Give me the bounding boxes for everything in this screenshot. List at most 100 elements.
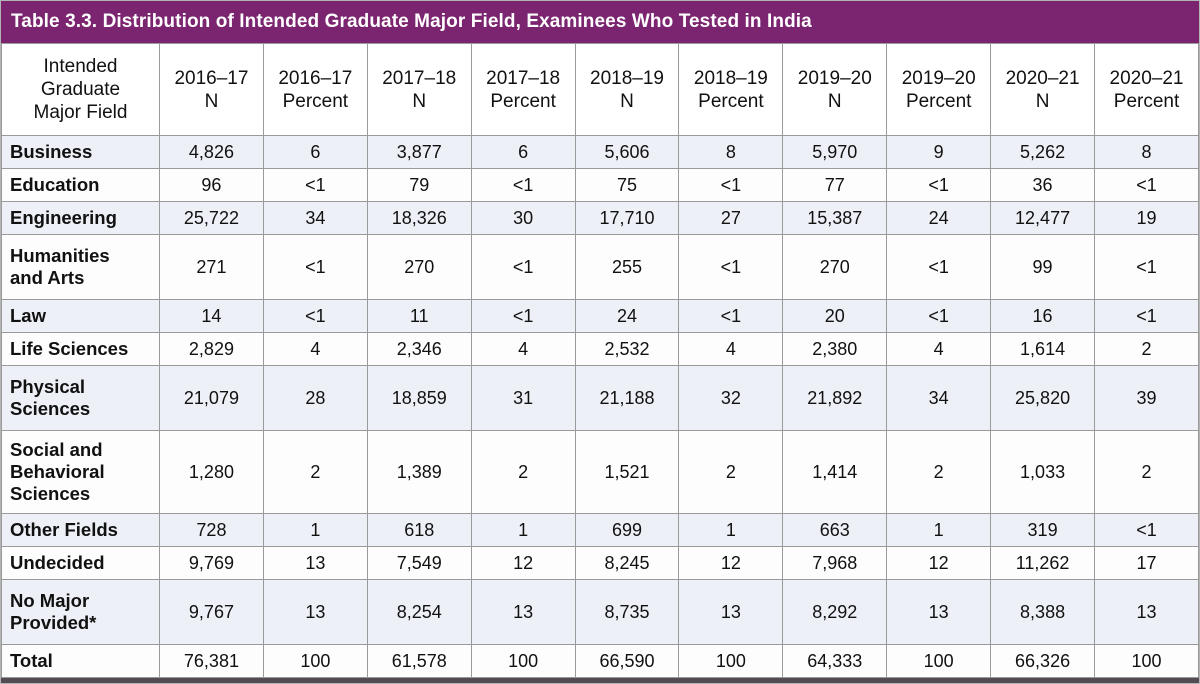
data-cell: <1 bbox=[262, 299, 368, 333]
data-cell: 8,735 bbox=[574, 579, 680, 645]
header-row: Intended Graduate Major Field 2016–17 N 20… bbox=[1, 43, 1199, 136]
table-title: Table 3.3. Distribution of Intended Grad… bbox=[11, 11, 812, 32]
data-cell: 39 bbox=[1094, 365, 1199, 431]
col-header: 2018–19 N bbox=[574, 43, 680, 136]
table-body: Business 4,826 6 3,877 6 5,606 8 5,970 9 5,262 8 Ed… bbox=[1, 135, 1199, 678]
data-cell: 2,380 bbox=[782, 332, 888, 366]
table-row: Law 14 <1 11 <1 24 <1 20 <1 16 <1 bbox=[1, 299, 1199, 333]
data-cell: 13 bbox=[262, 546, 368, 580]
data-cell: 8,245 bbox=[574, 546, 680, 580]
data-cell: 19 bbox=[1094, 201, 1199, 235]
data-cell: 4 bbox=[678, 332, 784, 366]
row-label: Engineering bbox=[1, 201, 160, 235]
data-cell: 34 bbox=[886, 365, 992, 431]
data-cell: 5,606 bbox=[574, 135, 680, 169]
data-cell: 1 bbox=[470, 513, 576, 547]
data-table: Intended Graduate Major Field 2016–17 N 20… bbox=[1, 43, 1199, 678]
data-cell: 1,280 bbox=[159, 430, 264, 514]
data-cell: <1 bbox=[1094, 168, 1199, 202]
data-cell: 1,389 bbox=[366, 430, 472, 514]
data-cell: 2 bbox=[1094, 332, 1199, 366]
data-cell: 100 bbox=[1094, 644, 1199, 678]
table-row: Business 4,826 6 3,877 6 5,606 8 5,970 9 5,262 8 bbox=[1, 135, 1199, 169]
table-row: No Major Provided* 9,767 13 8,254 13 8,735 13 8… bbox=[1, 579, 1199, 645]
data-cell: 18,326 bbox=[366, 201, 472, 235]
data-cell: <1 bbox=[262, 234, 368, 300]
data-cell: 99 bbox=[990, 234, 1096, 300]
data-cell: 7,549 bbox=[366, 546, 472, 580]
data-cell: 7,968 bbox=[782, 546, 888, 580]
data-cell: 2,829 bbox=[159, 332, 264, 366]
row-label: Humanities and Arts bbox=[1, 234, 160, 300]
data-cell: 1,521 bbox=[574, 430, 680, 514]
data-cell: 11 bbox=[366, 299, 472, 333]
data-cell: 66,590 bbox=[574, 644, 680, 678]
data-cell: <1 bbox=[470, 299, 576, 333]
table-row: Life Sciences 2,829 4 2,346 4 2,532 4 2,380 4 1,6… bbox=[1, 332, 1199, 366]
data-cell: 9,769 bbox=[159, 546, 264, 580]
bottom-rule bbox=[1, 678, 1199, 683]
data-cell: 2 bbox=[470, 430, 576, 514]
data-cell: 8,292 bbox=[782, 579, 888, 645]
row-label: No Major Provided* bbox=[1, 579, 160, 645]
data-cell: 728 bbox=[159, 513, 264, 547]
data-cell: 663 bbox=[782, 513, 888, 547]
data-cell: 2,346 bbox=[366, 332, 472, 366]
data-cell: 5,262 bbox=[990, 135, 1096, 169]
data-cell: <1 bbox=[1094, 299, 1199, 333]
data-cell: 1 bbox=[886, 513, 992, 547]
data-cell: 17 bbox=[1094, 546, 1199, 580]
data-cell: 4,826 bbox=[159, 135, 264, 169]
table-row: Undecided 9,769 13 7,549 12 8,245 12 7,968 12 11,… bbox=[1, 546, 1199, 580]
data-cell: 28 bbox=[262, 365, 368, 431]
data-cell: 9 bbox=[886, 135, 992, 169]
table-row: Social and Behavioral Sciences 1,280 2 1,38… bbox=[1, 430, 1199, 514]
data-cell: 12,477 bbox=[990, 201, 1096, 235]
data-cell: 34 bbox=[262, 201, 368, 235]
data-cell: 6 bbox=[470, 135, 576, 169]
data-cell: 17,710 bbox=[574, 201, 680, 235]
data-cell: 2,532 bbox=[574, 332, 680, 366]
col-header: 2016–17 N bbox=[159, 43, 264, 136]
row-label: Undecided bbox=[1, 546, 160, 580]
row-label: Life Sciences bbox=[1, 332, 160, 366]
data-cell: 5,970 bbox=[782, 135, 888, 169]
data-cell: 270 bbox=[782, 234, 888, 300]
data-cell: <1 bbox=[678, 234, 784, 300]
data-cell: 36 bbox=[990, 168, 1096, 202]
col-header: 2019–20 N bbox=[782, 43, 888, 136]
data-cell: 100 bbox=[262, 644, 368, 678]
data-cell: 15,387 bbox=[782, 201, 888, 235]
row-label: Business bbox=[1, 135, 160, 169]
col-header: 2017–18 Percent bbox=[470, 43, 576, 136]
data-cell: 18,859 bbox=[366, 365, 472, 431]
data-cell: 13 bbox=[262, 579, 368, 645]
table-row: Education 96 <1 79 <1 75 <1 77 <1 36 <1 bbox=[1, 168, 1199, 202]
data-cell: <1 bbox=[886, 234, 992, 300]
data-cell: 618 bbox=[366, 513, 472, 547]
data-cell: 8,388 bbox=[990, 579, 1096, 645]
data-cell: 64,333 bbox=[782, 644, 888, 678]
table-row: Humanities and Arts 271 <1 270 <1 255 <1 270 <1 9… bbox=[1, 234, 1199, 300]
data-cell: 76,381 bbox=[159, 644, 264, 678]
data-cell: <1 bbox=[886, 168, 992, 202]
row-label: Total bbox=[1, 644, 160, 678]
col-header: 2019–20 Percent bbox=[886, 43, 992, 136]
data-cell: 79 bbox=[366, 168, 472, 202]
data-cell: 25,820 bbox=[990, 365, 1096, 431]
data-cell: 8 bbox=[1094, 135, 1199, 169]
data-cell: <1 bbox=[470, 168, 576, 202]
data-cell: 77 bbox=[782, 168, 888, 202]
data-cell: <1 bbox=[678, 168, 784, 202]
data-cell: 96 bbox=[159, 168, 264, 202]
data-cell: 1,614 bbox=[990, 332, 1096, 366]
data-cell: 2 bbox=[678, 430, 784, 514]
data-cell: 100 bbox=[678, 644, 784, 678]
data-cell: 3,877 bbox=[366, 135, 472, 169]
data-cell: 1 bbox=[678, 513, 784, 547]
data-cell: 21,892 bbox=[782, 365, 888, 431]
data-cell: 100 bbox=[886, 644, 992, 678]
data-cell: 270 bbox=[366, 234, 472, 300]
data-cell: 13 bbox=[470, 579, 576, 645]
data-cell: 6 bbox=[262, 135, 368, 169]
